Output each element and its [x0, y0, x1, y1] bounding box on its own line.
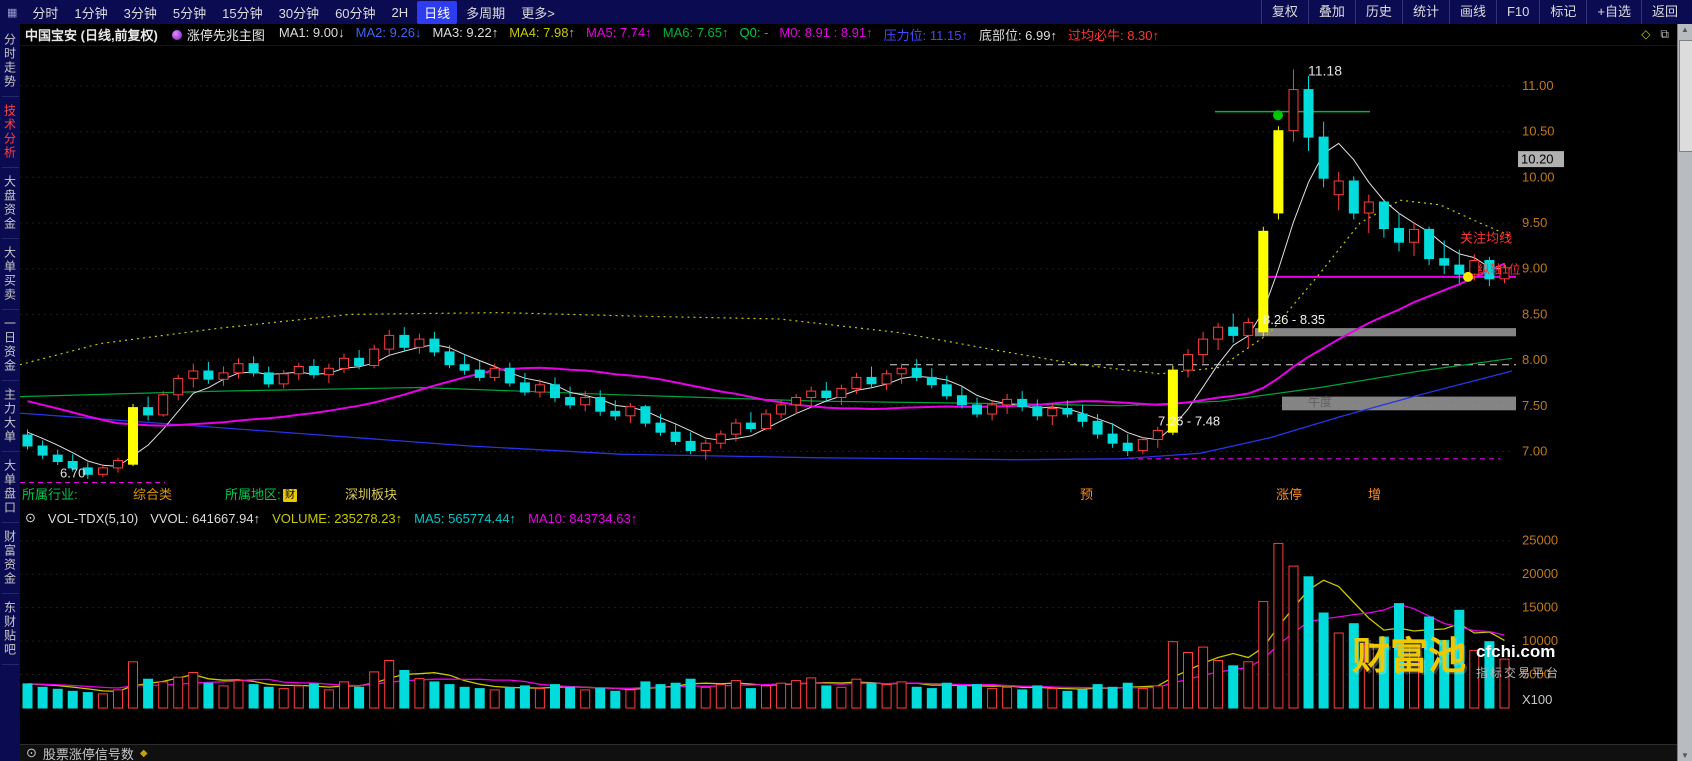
period-tab-分时[interactable]: 分时	[32, 5, 59, 21]
period-tab-5分钟[interactable]: 5分钟	[172, 5, 207, 21]
svg-text:8.00: 8.00	[1522, 352, 1547, 367]
toolbar-button-F10[interactable]: F10	[1495, 0, 1539, 24]
volume-values: VVOL: 641667.94↑ VOLUME: 235278.23↑ MA5: 5…	[150, 511, 637, 526]
svg-text:10.00: 10.00	[1522, 169, 1555, 184]
svg-text:11.18: 11.18	[1308, 62, 1342, 78]
toolbar-button-+自选[interactable]: +自选	[1586, 0, 1641, 24]
volume-indicator-header: ⊙ VOL-TDX(5,10) VVOL: 641667.94↑ VOLUME: …	[20, 508, 1677, 528]
app-grid-icon: ▦	[7, 6, 18, 19]
volume-chart[interactable]: 25000 20000 15000 10000 5000 X100	[20, 528, 1677, 740]
svg-text:9.50: 9.50	[1522, 215, 1547, 230]
indicator-value: Q0: -	[739, 25, 769, 40]
bottom-status-bar: ⊙ 股票涨停信号数 ◆	[20, 744, 1677, 761]
svg-text:X100: X100	[1522, 692, 1552, 707]
sidebar-item-一日资金[interactable]: 一日资金	[1, 310, 19, 381]
sidebar-item-大盘资金[interactable]: 大盘资金	[1, 168, 19, 239]
period-tabs: 分时 1分钟 3分钟 5分钟 15分钟 30分钟 60分钟 2H 日线 多周期 更多>	[25, 0, 561, 24]
left-nav-sidebar: 分时走势 技术分析 大盘资金 大单买卖 一日资金 主力大单 大单盘口 财富资金 东财贴吧	[0, 24, 20, 761]
svg-text:6.70: 6.70	[60, 465, 85, 480]
period-tab-15分钟[interactable]: 15分钟	[222, 5, 263, 21]
svg-text:11.00: 11.00	[1522, 78, 1554, 93]
signal-label[interactable]: 股票涨停信号数	[42, 746, 134, 761]
svg-text:纵轴1位: 纵轴1位	[1478, 262, 1521, 277]
svg-text:10000: 10000	[1522, 633, 1558, 648]
indicator-value: MA6: 7.65↑	[662, 25, 729, 40]
svg-text:10.50: 10.50	[1522, 124, 1555, 139]
toolbar-button-返回[interactable]: 返回	[1640, 0, 1688, 24]
svg-text:25000: 25000	[1522, 533, 1558, 548]
main-candlestick-chart[interactable]: 11.18 6.70 8.26 - 8.35 7.26 - 7.48 牛度 关注均线纵轴1…	[19, 46, 1677, 508]
period-tab-更多>[interactable]: 更多>	[521, 5, 555, 21]
indicator-value: MA2: 9.26↓	[355, 25, 422, 40]
svg-text:10.20: 10.20	[1521, 152, 1554, 167]
collapse-icon[interactable]: ⊙	[25, 510, 36, 525]
scroll-up-arrow[interactable]: ▲	[1681, 25, 1689, 34]
indicator-value: M0: 8.91 : 8.91↑	[779, 25, 873, 40]
toolbar-button-复权[interactable]: 复权	[1260, 0, 1308, 24]
volume-value: VVOL: 641667.94↑	[150, 510, 261, 526]
svg-text:8.26 - 8.35: 8.26 - 8.35	[1263, 312, 1325, 327]
volume-value: MA10: 843734.63↑	[528, 510, 638, 526]
svg-text:7.00: 7.00	[1522, 444, 1547, 459]
period-tab-1分钟[interactable]: 1分钟	[74, 5, 108, 21]
volume-value: MA5: 565774.44↑	[414, 510, 517, 526]
diamond-icon[interactable]: ◇	[1641, 27, 1651, 41]
period-tab-2H[interactable]: 2H	[391, 4, 409, 20]
volume-value: VOLUME: 235278.23↑	[272, 510, 403, 526]
period-tab-60分钟[interactable]: 60分钟	[335, 5, 376, 21]
svg-text:7.50: 7.50	[1522, 398, 1547, 413]
indicator-value: MA1: 9.00↓	[278, 25, 345, 40]
toolbar-button-标记[interactable]: 标记	[1539, 0, 1586, 24]
toolbar-actions: 复权 叠加 历史 统计 画线 F10 标记 +自选 返回	[1260, 0, 1692, 24]
indicator-value: MA4: 7.98↑	[509, 25, 575, 40]
ma-values: MA1: 9.00↓ MA2: 9.26↓ MA3: 9.22↑ MA4: 7.98↑…	[279, 25, 1159, 44]
window-panel-icon[interactable]: ⧉	[1660, 27, 1669, 41]
period-tab-30分钟[interactable]: 30分钟	[278, 5, 320, 21]
toolbar-button-叠加[interactable]: 叠加	[1307, 0, 1355, 24]
indicator-value: MA3: 9.22↑	[432, 25, 499, 40]
period-tab-多周期[interactable]: 多周期	[466, 5, 506, 21]
svg-text:20000: 20000	[1522, 566, 1558, 581]
indicator-name: 涨停先兆主图	[186, 28, 265, 43]
svg-text:8.50: 8.50	[1522, 306, 1547, 321]
sidebar-item-主力大单[interactable]: 主力大单	[1, 381, 19, 452]
svg-text:牛度: 牛度	[1308, 394, 1332, 409]
svg-text:5000: 5000	[1522, 667, 1551, 682]
indicator-info-bar: 中国宝安 (日线,前复权) 涨停先兆主图 MA1: 9.00↓ MA2: 9.26…	[20, 24, 1677, 46]
sidebar-item-财富资金[interactable]: 财富资金	[1, 523, 19, 594]
svg-text:15000: 15000	[1522, 600, 1558, 615]
sidebar-item-分时走势[interactable]: 分时走势	[1, 26, 19, 97]
diamond-icon: ◆	[139, 747, 148, 759]
indicator-value: 压力位: 11.15↑	[883, 28, 968, 43]
volume-indicator-name: VOL-TDX(5,10)	[47, 510, 139, 526]
toolbar-button-画线[interactable]: 画线	[1448, 0, 1496, 24]
svg-text:9.00: 9.00	[1522, 261, 1547, 276]
stock-title: 中国宝安 (日线,前复权)	[25, 28, 158, 43]
indicator-value: MA5: 7.74↑	[585, 25, 652, 40]
indicator-value: 过均必牛: 8.30↑	[1067, 28, 1159, 43]
svg-text:7.26 - 7.48: 7.26 - 7.48	[1158, 413, 1220, 428]
toolbar-button-历史[interactable]: 历史	[1354, 0, 1402, 24]
period-toolbar: ▦ 分时 1分钟 3分钟 5分钟 15分钟 30分钟 60分钟 2H 日线 多周期 更多> 复权 叠加…	[0, 0, 1692, 24]
vertical-scrollbar[interactable]: ▲ ▼	[1677, 24, 1692, 761]
period-tab-3分钟[interactable]: 3分钟	[123, 5, 157, 21]
toolbar-button-统计[interactable]: 统计	[1401, 0, 1449, 24]
sidebar-item-东财贴吧[interactable]: 东财贴吧	[1, 594, 19, 665]
sidebar-item-大单盘口[interactable]: 大单盘口	[1, 452, 19, 523]
scroll-down-arrow[interactable]: ▼	[1681, 751, 1689, 760]
main-indicator[interactable]: 涨停先兆主图	[171, 25, 265, 44]
sidebar-item-大单买卖[interactable]: 大单买卖	[1, 239, 19, 310]
sidebar-item-技术分析[interactable]: 技术分析	[1, 97, 19, 168]
period-tab-日线[interactable]: 日线	[417, 0, 458, 24]
signal-icon: ⊙	[26, 745, 37, 760]
indicator-value: 底部位: 6.99↑	[978, 28, 1057, 43]
scrollbar-thumb[interactable]	[1679, 40, 1692, 152]
svg-text:关注均线: 关注均线	[1460, 231, 1512, 246]
chart-window-icons: ◇ ⧉	[1641, 27, 1677, 42]
indicator-crystal-icon	[171, 29, 182, 40]
